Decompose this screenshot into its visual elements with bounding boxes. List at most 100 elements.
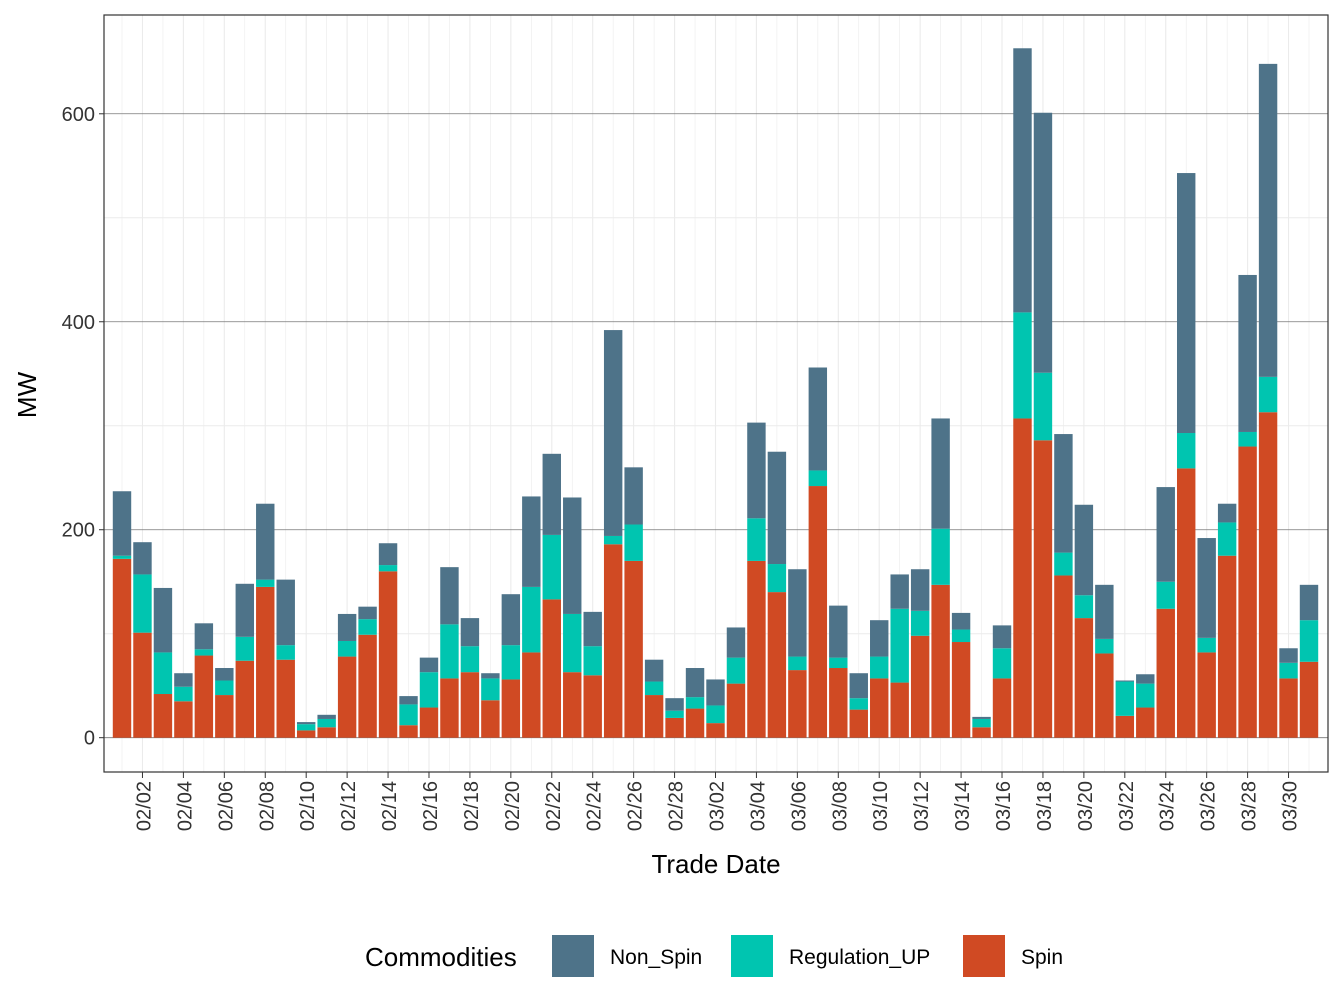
bar-segment xyxy=(256,579,275,587)
x-tick-label: 02/10 xyxy=(297,781,319,831)
x-tick-label: 02/16 xyxy=(420,781,442,831)
bar-segment xyxy=(235,583,255,637)
bar-segment xyxy=(174,686,193,702)
bar-segment xyxy=(747,560,766,738)
bar-segment xyxy=(133,632,152,738)
bar-segment xyxy=(276,579,295,646)
bar-segment xyxy=(788,670,807,738)
bar-segment xyxy=(644,695,664,738)
bar-segment xyxy=(194,623,214,650)
bar-segment xyxy=(1258,376,1278,413)
bar-segment xyxy=(931,528,950,585)
bar-segment xyxy=(829,657,848,669)
legend-label: Regulation_UP xyxy=(789,946,930,969)
bar-segment xyxy=(972,716,991,719)
x-tick-label: 03/14 xyxy=(952,781,974,831)
x-tick-label: 02/06 xyxy=(215,781,237,831)
legend-key xyxy=(963,935,1005,977)
bar-segment xyxy=(542,534,561,600)
bar-segment xyxy=(337,656,357,738)
bar-segment xyxy=(1299,620,1319,662)
x-tick-label: 03/12 xyxy=(911,781,933,831)
bar-segment xyxy=(931,418,950,529)
bar-segment xyxy=(522,496,541,587)
bar-segment xyxy=(194,655,214,738)
bar-segment xyxy=(685,668,705,698)
bar-segment xyxy=(1136,674,1155,684)
x-tick-label: 02/12 xyxy=(338,781,360,831)
x-tick-label: 02/08 xyxy=(256,781,278,831)
bar-segment xyxy=(419,657,439,673)
bar-segment xyxy=(419,707,439,738)
bar-segment xyxy=(153,694,173,738)
bar-segment xyxy=(890,682,909,738)
bar-segment xyxy=(358,619,377,635)
bar-segment xyxy=(358,634,377,738)
bar-segment xyxy=(399,696,418,705)
bar-segment xyxy=(870,656,889,679)
bar-segment xyxy=(870,620,889,657)
bar-segment xyxy=(378,543,398,566)
x-tick-label: 02/20 xyxy=(502,781,524,831)
bar-segment xyxy=(1013,312,1032,419)
bar-segment xyxy=(1238,274,1257,432)
bar-segment xyxy=(378,565,398,572)
bar-segment xyxy=(747,518,766,561)
bar-segment xyxy=(849,709,868,738)
bar-segment xyxy=(563,613,582,673)
bar-segment xyxy=(440,624,459,679)
bar-segment xyxy=(112,555,132,559)
x-tick-label: 03/28 xyxy=(1239,781,1261,831)
bar-segment xyxy=(808,486,828,738)
x-tick-label: 03/24 xyxy=(1157,781,1179,831)
bar-segment xyxy=(1217,522,1237,556)
bar-segment xyxy=(563,497,582,614)
y-tick-label: 600 xyxy=(62,104,95,126)
bar-segment xyxy=(624,467,643,525)
bar-segment xyxy=(603,544,623,738)
bar-segment xyxy=(788,569,807,657)
bar-segment xyxy=(399,725,418,738)
bar-segment xyxy=(706,679,725,706)
x-tick-label: 03/30 xyxy=(1280,781,1302,831)
bar-segment xyxy=(1115,681,1135,716)
bar-segment xyxy=(440,567,459,625)
bar-segment xyxy=(296,722,316,725)
x-axis-title: Trade Date xyxy=(651,849,780,879)
bar-segment xyxy=(317,718,336,728)
bar-segment xyxy=(235,636,255,661)
bar-segment xyxy=(808,367,828,471)
bar-segment xyxy=(829,668,848,738)
bar-segment xyxy=(951,629,971,643)
bar-segment xyxy=(112,558,132,738)
x-tick-label: 02/28 xyxy=(666,781,688,831)
bar-segment xyxy=(1115,680,1135,682)
bar-segment xyxy=(1258,412,1278,738)
bar-segment xyxy=(603,535,623,545)
bar-segment xyxy=(1115,715,1135,738)
bar-segment xyxy=(849,673,868,699)
bar-segment xyxy=(194,649,214,656)
bar-segment xyxy=(1197,637,1216,653)
x-tick-label: 03/18 xyxy=(1034,781,1056,831)
bar-segment xyxy=(276,645,295,660)
y-tick-label: 400 xyxy=(62,312,95,334)
x-tick-label: 02/02 xyxy=(133,781,155,831)
bar-segment xyxy=(1074,504,1094,596)
bar-segment xyxy=(378,571,398,738)
bar-segment xyxy=(1013,418,1032,738)
bar-segment xyxy=(460,646,480,673)
bar-segment xyxy=(747,422,766,519)
bar-segment xyxy=(522,586,541,653)
bar-segment xyxy=(522,652,541,738)
x-tick-label: 03/26 xyxy=(1198,781,1220,831)
x-tick-label: 03/10 xyxy=(870,781,892,831)
bar-segment xyxy=(1156,581,1175,609)
bar-segment xyxy=(1299,584,1319,621)
bar-segment xyxy=(296,724,316,731)
y-tick-label: 200 xyxy=(62,520,95,542)
bar-segment xyxy=(1238,431,1257,447)
bar-segment xyxy=(1074,618,1094,738)
bar-segment xyxy=(440,678,459,738)
